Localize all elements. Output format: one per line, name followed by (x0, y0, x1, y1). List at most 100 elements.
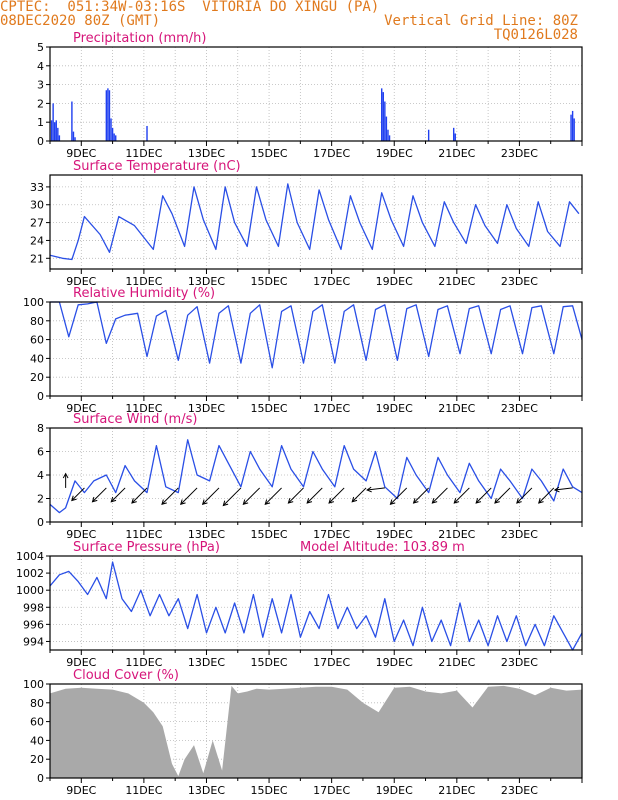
y-tick-label: 0 (37, 516, 44, 529)
series-line (49, 183, 580, 261)
y-tick-label: 40 (30, 352, 44, 365)
panel-3: Relative Humidity (%) 0 20 40 60 80 100 9DEC 11D… (23, 286, 583, 415)
wind-arrow (351, 487, 367, 503)
x-tick-label: 15DEC (251, 656, 288, 669)
wind-arrow (91, 487, 107, 503)
wind-arrow (328, 487, 345, 504)
x-tick-label: 11DEC (125, 275, 162, 288)
y-tick-label: 80 (30, 697, 44, 710)
panel-5: Surface Pressure (hPa) Model Altitude: 10… (16, 540, 583, 669)
y-tick-label: 1002 (16, 567, 44, 580)
precip-bar (110, 118, 112, 141)
panel-frame (49, 301, 583, 397)
y-tick-label: 1004 (16, 550, 44, 563)
y-tick-label: 20 (30, 753, 44, 766)
precip-bar (52, 103, 54, 141)
y-tick-label: 30 (30, 199, 44, 212)
wind-arrow (516, 487, 533, 504)
wind-arrow (264, 487, 282, 505)
precip-bar (113, 133, 115, 141)
x-tick-label: 13DEC (188, 656, 225, 669)
precip-bar (115, 135, 117, 141)
cloud-cover-area (50, 685, 582, 778)
x-tick-label: 15DEC (251, 402, 288, 415)
precip-bar (571, 110, 574, 141)
precip-bar (71, 101, 73, 141)
y-tick-label: 21 (30, 252, 44, 265)
y-tick-label: 8 (37, 422, 44, 435)
x-tick-label: 17DEC (313, 402, 350, 415)
precip-bar (50, 120, 53, 141)
panel-frame (49, 555, 583, 651)
x-tick-label: 19DEC (376, 784, 413, 797)
x-tick-label: 17DEC (313, 528, 350, 541)
wind-arrow (131, 487, 148, 504)
precip-bar (53, 122, 56, 141)
panel-title: Surface Pressure (hPa) (73, 540, 220, 555)
x-tick-label: 9DEC (66, 402, 96, 415)
y-tick-label: 24 (30, 234, 44, 247)
x-tick-label: 9DEC (66, 528, 96, 541)
x-tick-label: 23DEC (501, 784, 538, 797)
series-line (50, 301, 583, 369)
x-tick-label: 13DEC (188, 402, 225, 415)
y-tick-label: 994 (23, 635, 44, 648)
precip-bar (381, 88, 383, 141)
wind-arrow (306, 487, 323, 504)
wind-arrow (222, 487, 242, 507)
y-tick-label: 1000 (16, 584, 44, 597)
panel-title: Precipitation (mm/h) (73, 31, 206, 46)
y-tick-label: 33 (30, 181, 44, 194)
header-model-code: TQ0126L028 (493, 27, 578, 43)
panel-title: Surface Temperature (nC) (73, 159, 241, 174)
y-tick-label: 4 (37, 469, 44, 482)
series-line (49, 561, 583, 651)
x-tick-label: 15DEC (251, 147, 288, 160)
x-tick-label: 13DEC (188, 784, 225, 797)
precip-bar (107, 88, 109, 141)
x-tick-label: 15DEC (251, 784, 288, 797)
x-tick-label: 9DEC (66, 275, 96, 288)
y-tick-label: 996 (23, 618, 44, 631)
panel-frame (49, 427, 583, 523)
precip-bar (570, 114, 572, 141)
y-tick-label: 100 (23, 296, 44, 309)
y-tick-label: 0 (37, 135, 44, 148)
x-tick-label: 19DEC (376, 147, 413, 160)
y-tick-label: 5 (37, 41, 44, 54)
panel-annotation: Model Altitude: 103.89 m (300, 540, 465, 555)
panel-frame (49, 174, 583, 270)
x-tick-label: 17DEC (313, 275, 350, 288)
x-tick-label: 23DEC (501, 528, 538, 541)
y-tick-label: 100 (23, 678, 44, 691)
precip-bar (388, 135, 391, 141)
precip-bar (58, 135, 61, 141)
precip-bar (427, 129, 430, 141)
y-tick-label: 60 (30, 716, 44, 729)
y-tick-label: 998 (23, 601, 44, 614)
panel-frame (49, 46, 583, 142)
y-tick-label: 60 (30, 334, 44, 347)
wind-arrow (538, 487, 555, 504)
precip-bar (146, 125, 148, 141)
panel-title: Surface Wind (m/s) (73, 412, 197, 427)
wind-arrow (242, 487, 261, 505)
precip-bar (57, 127, 59, 141)
precip-bar (573, 118, 575, 141)
x-tick-label: 23DEC (501, 147, 538, 160)
y-tick-label: 4 (37, 60, 44, 73)
precip-bar (387, 129, 389, 141)
header-grid-line: Vertical Grid Line: 80Z (384, 13, 578, 29)
y-tick-label: 2 (37, 97, 44, 110)
x-tick-label: 11DEC (125, 147, 162, 160)
precip-bar (382, 92, 384, 141)
precip-bar (105, 90, 108, 141)
x-tick-label: 9DEC (66, 656, 96, 669)
y-tick-label: 0 (37, 390, 44, 403)
x-tick-label: 19DEC (376, 275, 413, 288)
wind-arrow (389, 487, 408, 505)
precip-bar (111, 127, 114, 141)
x-tick-label: 19DEC (376, 402, 413, 415)
x-tick-label: 21DEC (438, 147, 475, 160)
x-tick-label: 23DEC (501, 402, 538, 415)
